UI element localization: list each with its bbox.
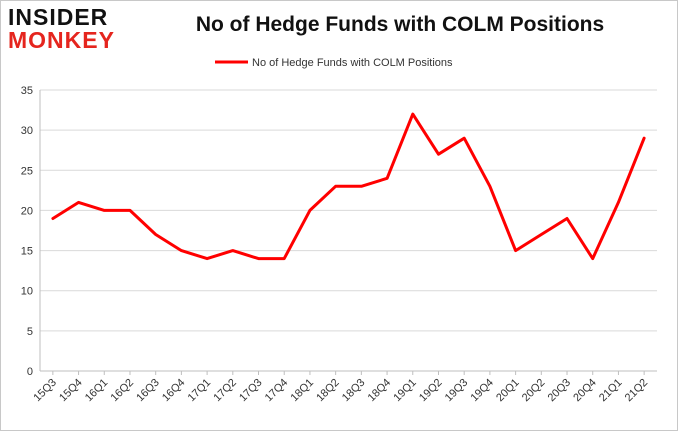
data-point bbox=[231, 249, 234, 252]
y-tick-label: 5 bbox=[27, 326, 33, 338]
x-tick-label: 20Q4 bbox=[571, 377, 599, 405]
x-tick-label: 20Q3 bbox=[546, 377, 574, 405]
data-point bbox=[488, 185, 491, 188]
y-tick-labels: 0 5 10 15 20 25 30 35 bbox=[21, 85, 33, 378]
x-tick-label: 18Q4 bbox=[366, 377, 394, 405]
data-point bbox=[617, 201, 620, 204]
data-point bbox=[128, 209, 131, 212]
x-tick-label: 21Q2 bbox=[623, 377, 651, 405]
x-tick-label: 19Q4 bbox=[468, 377, 496, 405]
x-tick-label: 16Q3 bbox=[134, 377, 162, 405]
data-point bbox=[180, 249, 183, 252]
y-tick-label: 25 bbox=[21, 165, 33, 177]
x-tick-label: 18Q3 bbox=[340, 377, 368, 405]
data-point bbox=[643, 137, 646, 140]
data-point bbox=[308, 209, 311, 212]
data-point bbox=[411, 113, 414, 116]
y-tick-label: 20 bbox=[21, 205, 33, 217]
data-point bbox=[437, 153, 440, 156]
series-line-0 bbox=[51, 112, 646, 261]
x-tick-labels: 15Q315Q416Q116Q216Q316Q417Q117Q217Q317Q4… bbox=[31, 377, 650, 405]
x-tick-label: 16Q4 bbox=[160, 377, 188, 405]
x-tick-label: 15Q4 bbox=[57, 377, 85, 405]
data-point bbox=[386, 177, 389, 180]
data-point bbox=[591, 257, 594, 260]
x-tick-label: 18Q1 bbox=[289, 377, 317, 405]
x-tick-label: 17Q1 bbox=[186, 377, 214, 405]
data-point bbox=[103, 209, 106, 212]
legend: No of Hedge Funds with COLM Positions bbox=[215, 57, 453, 69]
data-point bbox=[566, 217, 569, 220]
x-tick-label: 17Q3 bbox=[237, 377, 265, 405]
x-tick-label: 18Q2 bbox=[314, 377, 342, 405]
x-tick-label: 21Q1 bbox=[597, 377, 625, 405]
x-tick-label: 20Q1 bbox=[494, 377, 522, 405]
logo-line-2: MONKEY bbox=[8, 27, 115, 53]
data-point bbox=[360, 185, 363, 188]
x-tick-label: 15Q3 bbox=[31, 377, 59, 405]
axes bbox=[39, 90, 657, 375]
data-point bbox=[257, 257, 260, 260]
y-tick-label: 0 bbox=[27, 366, 33, 378]
x-tick-label: 19Q1 bbox=[391, 377, 419, 405]
chart-title: No of Hedge Funds with COLM Positions bbox=[195, 13, 605, 36]
x-tick-label: 19Q3 bbox=[443, 377, 471, 405]
data-point bbox=[514, 249, 517, 252]
x-tick-label: 20Q2 bbox=[520, 377, 548, 405]
y-tick-label: 30 bbox=[21, 125, 33, 137]
data-point bbox=[334, 185, 337, 188]
legend-label: No of Hedge Funds with COLM Positions bbox=[252, 57, 453, 69]
data-point bbox=[463, 137, 466, 140]
y-tick-label: 35 bbox=[21, 85, 33, 97]
x-tick-label: 16Q1 bbox=[83, 377, 111, 405]
series-lines bbox=[51, 112, 646, 261]
data-point bbox=[154, 233, 157, 236]
data-point bbox=[283, 257, 286, 260]
y-tick-label: 10 bbox=[21, 286, 33, 298]
y-tick-label: 15 bbox=[21, 246, 33, 258]
gridlines bbox=[40, 89, 657, 332]
data-point bbox=[51, 217, 54, 220]
x-tick-label: 17Q4 bbox=[263, 377, 291, 405]
logo-line-1: INSIDER bbox=[8, 4, 109, 30]
insider-monkey-logo: INSIDER MONKEY bbox=[8, 6, 128, 52]
x-tick-label: 16Q2 bbox=[109, 377, 137, 405]
data-point bbox=[206, 257, 209, 260]
data-point bbox=[77, 201, 80, 204]
data-point bbox=[540, 233, 543, 236]
x-tick-label: 19Q2 bbox=[417, 377, 445, 405]
x-tick-label: 17Q2 bbox=[211, 377, 239, 405]
